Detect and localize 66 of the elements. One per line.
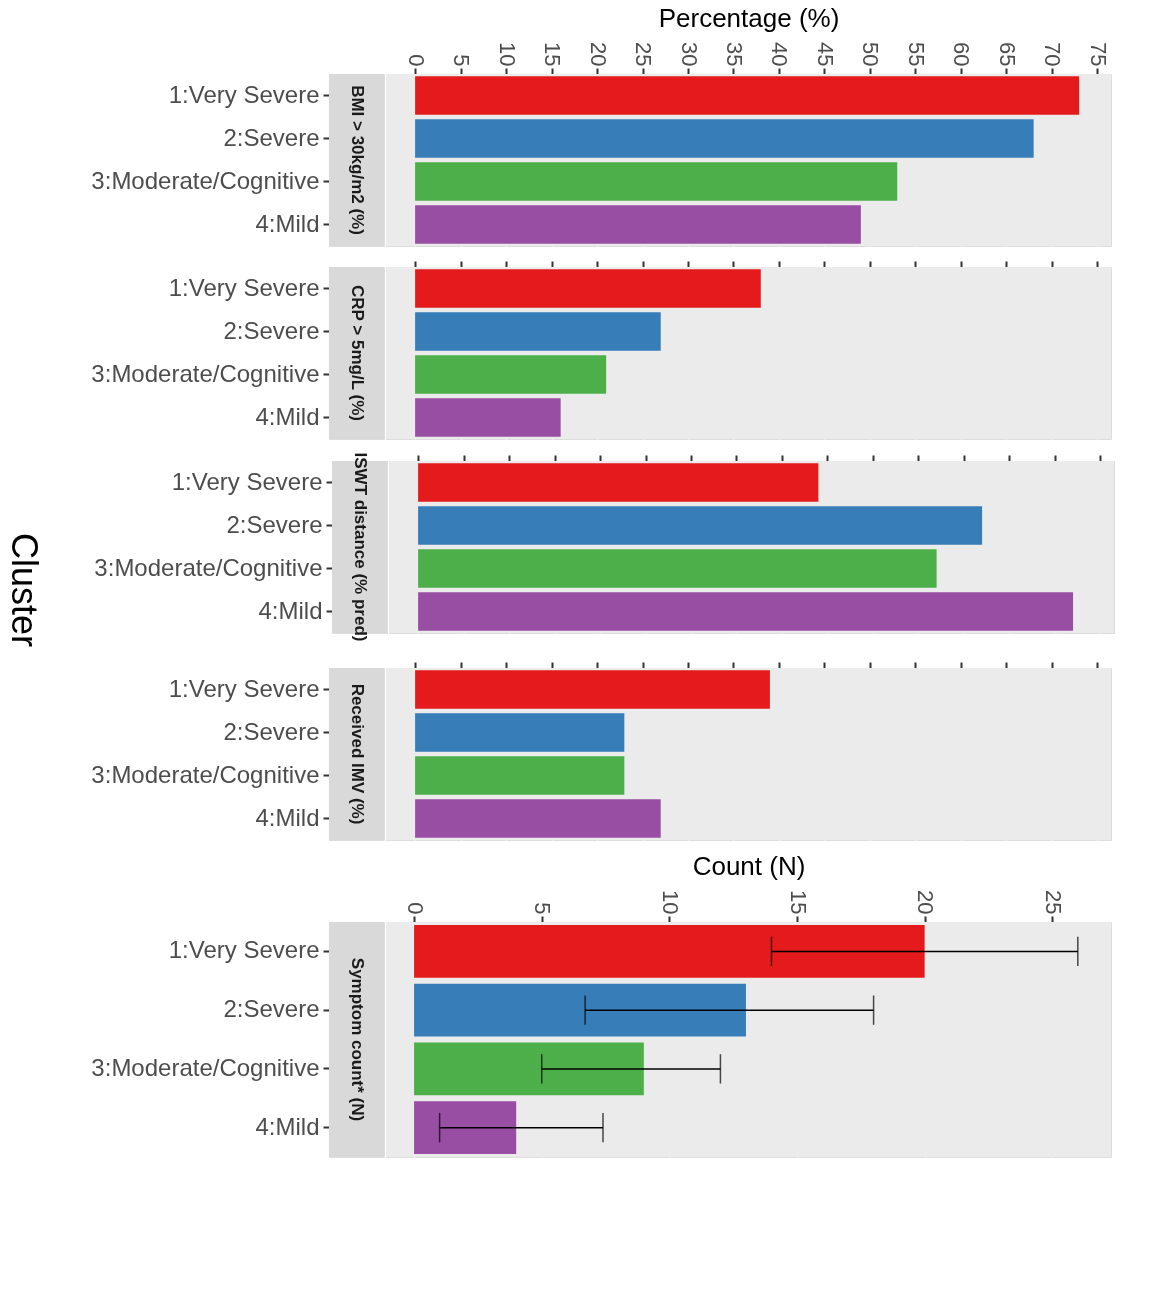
bar <box>415 119 1034 158</box>
y-tick-label: 4:Mild <box>255 209 320 237</box>
bar <box>415 312 661 351</box>
x-tick-label: 15 <box>540 42 566 67</box>
y-tick-label: 2:Severe <box>226 510 323 538</box>
y-tick-label: 1:Very Severe <box>168 273 320 301</box>
y-tick-label: 3:Moderate/Cognitive <box>91 359 320 387</box>
bar <box>418 592 1074 631</box>
bar <box>414 924 925 978</box>
bar <box>414 1042 644 1096</box>
x-tick-label: 70 <box>1040 42 1066 67</box>
y-tick-label: 2:Severe <box>223 717 320 745</box>
y-tick-label: 1:Very Severe <box>168 936 320 964</box>
x-tick-label: 15 <box>785 890 811 915</box>
x-tick-label: 65 <box>994 42 1020 67</box>
x-tick-label: 25 <box>1040 890 1066 915</box>
x-tick-label: 5 <box>530 902 556 915</box>
bar <box>418 463 819 502</box>
x-tick-label: 35 <box>721 42 747 67</box>
text: CRP > 5mg/L (%) <box>347 285 367 421</box>
x-tick-label: 10 <box>657 890 683 915</box>
x-tick-label: 60 <box>949 42 975 67</box>
bar <box>415 355 607 394</box>
y-tick-label: 1:Very Severe <box>168 80 320 108</box>
x-tick-label: 10 <box>494 42 520 67</box>
x-tick-label: 20 <box>585 42 611 67</box>
x-tick-label: 55 <box>903 42 929 67</box>
text: Symptom count* (N) <box>347 957 367 1122</box>
x-axis-title: Percentage (%) <box>658 3 840 34</box>
y-tick-label: 2:Severe <box>223 123 320 151</box>
y-tick-label: 1:Very Severe <box>171 467 323 495</box>
x-tick-label: 50 <box>858 42 884 67</box>
y-tick-label: 1:Very Severe <box>168 674 320 702</box>
text: ISWT distance (% pred) <box>350 452 370 642</box>
y-tick-label: 2:Severe <box>223 316 320 344</box>
bar <box>415 76 1080 115</box>
x-tick-label: 75 <box>1085 42 1111 67</box>
bar <box>415 162 898 201</box>
y-tick-label: 4:Mild <box>258 596 323 624</box>
bar <box>418 549 937 588</box>
bar <box>415 205 861 244</box>
bar <box>414 1101 517 1155</box>
y-tick-label: 4:Mild <box>255 1112 320 1140</box>
y-axis-title: Cluster <box>4 532 45 648</box>
x-tick-label: 20 <box>913 890 939 915</box>
bar <box>415 398 561 437</box>
bar <box>415 269 761 308</box>
bar <box>414 983 746 1037</box>
y-tick-label: 4:Mild <box>255 803 320 831</box>
x-tick-label: 45 <box>812 42 838 67</box>
y-tick-label: 3:Moderate/Cognitive <box>94 553 323 581</box>
x-tick-label: 0 <box>402 902 428 915</box>
bar <box>418 506 983 545</box>
x-tick-label: 30 <box>676 42 702 67</box>
x-tick-label: 0 <box>403 54 429 67</box>
x-tick-label: 25 <box>631 42 657 67</box>
x-axis-title: Count (N) <box>692 851 806 882</box>
x-tick-label: 5 <box>449 54 475 67</box>
y-tick-label: 4:Mild <box>255 402 320 430</box>
text: BMI > 30kg/m2 (%) <box>347 85 367 235</box>
y-tick-label: 3:Moderate/Cognitive <box>91 166 320 194</box>
y-tick-label: 3:Moderate/Cognitive <box>91 760 320 788</box>
y-tick-label: 2:Severe <box>223 995 320 1023</box>
text: Received IMV (%) <box>347 683 367 825</box>
y-tick-label: 3:Moderate/Cognitive <box>91 1053 320 1081</box>
x-tick-label: 40 <box>767 42 793 67</box>
